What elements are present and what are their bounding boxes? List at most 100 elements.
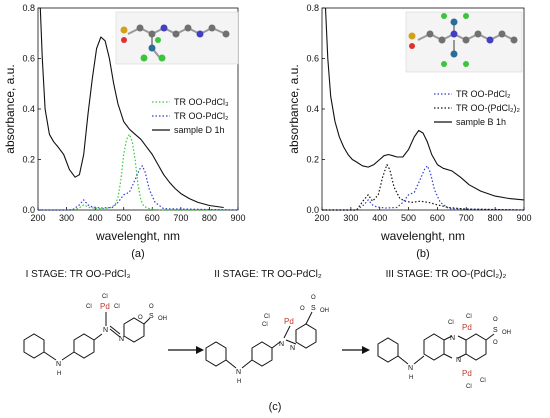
legend-a-label-2: sample D 1h (174, 125, 225, 135)
tick-group-b: 200 300 400 500 600 700 800 900 0.0 0.2 0.4 0.6 0.8 (306, 3, 531, 223)
y-tick-label-b-1: 0.2 (306, 155, 319, 165)
x-tick-label-a-3: 500 (116, 213, 131, 223)
reaction-arrow-1 (168, 346, 204, 354)
chart-panel-b: 200 300 400 500 600 700 800 900 0.0 0.2 0.4 0.6 0.8 (287, 3, 532, 260)
atom-cl-s3a: Cl (466, 314, 472, 320)
atom-pd-s1: Pd (100, 302, 110, 311)
y-tick-label-b-3: 0.6 (306, 54, 319, 64)
series-line-b-1 (322, 164, 525, 211)
series-line-b-0 (322, 165, 525, 211)
series-line-a-1 (38, 165, 239, 211)
reaction-arrow-2 (342, 346, 370, 354)
x-tick-label-b-7: 900 (516, 213, 531, 223)
atom-o-s2a: O (311, 295, 316, 301)
x-tick-label-b-5: 700 (459, 213, 474, 223)
x-tick-label-a-6: 800 (202, 213, 217, 223)
y-tick-label-b-4: 0.8 (306, 3, 319, 13)
structure-stage-2 (205, 311, 317, 369)
panel-label-b: (b) (416, 248, 429, 260)
y-tick-label-b-0: 0.0 (306, 205, 319, 215)
atom-s-s1: S (149, 313, 154, 320)
series-line-a-0 (38, 133, 238, 211)
atom-n-s2b: N (290, 345, 295, 352)
atom-cl-s1b: Cl (86, 304, 92, 310)
stage-title-2: II STAGE: TR OO-PdCl₂ (214, 269, 322, 280)
legend-b-label-2: sample B 1h (456, 117, 506, 127)
stage-title-3: III STAGE: TR OO-(PdCl₂)₂ (386, 269, 507, 280)
atom-cl-s1a: Cl (102, 294, 108, 300)
atom-o-s3b: O (493, 340, 498, 346)
atom-n-s1a: N (103, 327, 108, 334)
y-tick-label-a-4: 0.8 (22, 3, 35, 13)
atom-o-s1b: O (138, 315, 143, 321)
atom-n-s2a: N (279, 341, 284, 348)
x-tick-label-a-7: 900 (230, 213, 245, 223)
y-tick-label-b-2: 0.4 (306, 104, 319, 114)
series-group-b (322, 7, 525, 211)
atom-cl-s2b: Cl (262, 322, 268, 328)
x-axis-label-a: wavelenght, nm (95, 229, 180, 243)
x-tick-label-b-1: 300 (343, 213, 358, 223)
atom-s-s2: S (311, 305, 316, 312)
legend-a-label-1: TR OO-PdCl₂ (174, 111, 229, 121)
atom-oh-s1: OH (158, 316, 167, 322)
structure-stage-1 (23, 312, 151, 361)
atom-h-s2: H (237, 379, 241, 385)
y-axis-label-b: absorbance, a.u. (287, 64, 301, 153)
atom-n-s2c: N (236, 369, 241, 376)
reaction-scheme: I STAGE: TR OO-PdCl₃ II STAGE: TR OO-PdC… (23, 269, 511, 413)
atom-o-s1a: O (149, 304, 154, 310)
atom-pd-s3a: Pd (462, 323, 472, 332)
y-axis-label-a: absorbance, a.u. (3, 64, 17, 153)
x-tick-label-a-0: 200 (30, 213, 45, 223)
atom-oh-s2: OH (320, 308, 329, 314)
atom-o-s2b: O (300, 306, 305, 312)
x-tick-label-a-4: 600 (145, 213, 160, 223)
x-axis-label-b: wavelenght, nm (380, 229, 465, 243)
atom-n-s1b: N (119, 336, 124, 343)
x-tick-label-b-4: 600 (430, 213, 445, 223)
panel-label-c: (c) (269, 401, 282, 413)
structure-stage-3 (377, 333, 495, 365)
series-line-b-2 (324, 7, 525, 201)
atom-cl-s1c: Cl (114, 304, 120, 310)
atom-s-s3: S (493, 327, 498, 334)
atom-cl-s3b: Cl (448, 320, 454, 326)
series-line-a-2 (39, 7, 224, 209)
molecule-inset-b (405, 11, 523, 73)
y-tick-label-a-0: 0.0 (22, 205, 35, 215)
legend-b-label-0: TR OO-PdCl₂ (456, 89, 511, 99)
atom-pd-s3b: Pd (462, 369, 472, 378)
x-tick-label-a-5: 700 (173, 213, 188, 223)
x-tick-label-b-0: 200 (314, 213, 329, 223)
legend-b: TR OO-PdCl₂ TR OO-(PdCl₂)₂ sample B 1h (434, 89, 520, 127)
atom-cl-s3d: Cl (480, 378, 486, 384)
legend-a: TR OO-PdCl₃ TR OO-PdCl₂ sample D 1h (152, 97, 229, 135)
atom-n-s3b: N (456, 357, 461, 364)
atom-h-s1: H (57, 371, 61, 377)
series-group-a (38, 7, 239, 211)
atom-pd-s2: Pd (284, 317, 294, 326)
x-tick-label-b-3: 500 (401, 213, 416, 223)
x-tick-label-b-6: 800 (488, 213, 503, 223)
panel-label-a: (a) (131, 248, 144, 260)
molecule-inset-a (115, 11, 239, 65)
x-tick-label-a-1: 300 (59, 213, 74, 223)
x-tick-label-b-2: 400 (372, 213, 387, 223)
atom-o-s3a: O (493, 317, 498, 323)
atom-h-s3: H (409, 375, 413, 381)
stage-title-1: I STAGE: TR OO-PdCl₃ (26, 269, 131, 280)
atom-cl-s2a: Cl (264, 314, 270, 320)
atom-n-s1c: N (56, 361, 61, 368)
chart-panel-a: 200 300 400 500 600 700 800 900 0.0 0.2 0.4 0.6 0.8 (3, 3, 246, 260)
legend-b-label-1: TR OO-(PdCl₂)₂ (456, 103, 520, 113)
atom-cl-s3c: Cl (466, 384, 472, 390)
legend-a-label-0: TR OO-PdCl₃ (174, 97, 229, 107)
y-tick-label-a-3: 0.6 (22, 54, 35, 64)
y-tick-label-a-1: 0.2 (22, 155, 35, 165)
atom-n-s3a: N (450, 335, 455, 342)
atom-n-s3c: N (408, 365, 413, 372)
atom-oh-s3: OH (502, 330, 511, 336)
y-tick-label-a-2: 0.4 (22, 104, 35, 114)
